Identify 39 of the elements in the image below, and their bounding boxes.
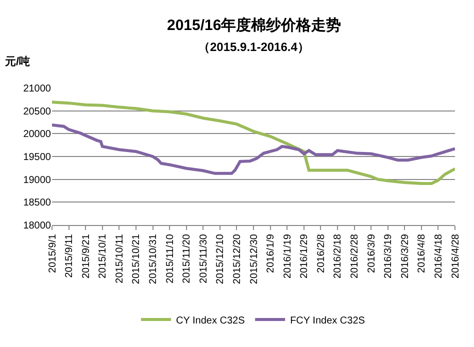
legend-label: CY Index C32S — [176, 315, 246, 326]
chart-subtitle: （2015.9.1-2016.4） — [198, 40, 310, 54]
x-tick-label: 2016/1/29 — [299, 234, 310, 278]
x-tick-label: 2016/2/18 — [332, 234, 344, 278]
x-tick-label: 2016/1/19 — [282, 234, 294, 278]
x-tick-label: 2015/12/10 — [215, 234, 226, 284]
x-tick-label: 2016/4/18 — [433, 234, 444, 278]
chart-title: 2015/16年度棉纱价格走势 — [167, 16, 342, 34]
x-tick-label: 2015/11/30 — [198, 234, 210, 284]
x-tick-label: 2015/9/1 — [47, 234, 58, 273]
x-tick-label: 2015/10/31 — [148, 234, 159, 284]
x-tick-label: 2016/2/8 — [316, 234, 327, 273]
line-series — [52, 123, 455, 175]
x-tick-label: 2016/3/9 — [366, 234, 378, 273]
x-tick-label: 2016/4/28 — [450, 234, 462, 278]
x-tick-label: 2016/3/19 — [383, 234, 394, 278]
x-tick-label: 2016/1/9 — [266, 234, 277, 273]
x-tick-label: 2015/11/20 — [182, 234, 193, 284]
y-tick-label: 18500 — [23, 198, 52, 209]
x-tick-label: 2015/9/21 — [80, 234, 92, 278]
y-axis-title: 元/吨 — [4, 55, 30, 68]
x-tick-label: 2015/10/1 — [98, 234, 109, 278]
x-tick-label: 2015/12/20 — [232, 234, 243, 284]
x-tick-label: 2016/4/8 — [416, 234, 428, 273]
line-series — [52, 100, 455, 185]
x-tick-label: 2016/3/29 — [400, 234, 411, 278]
x-tick-label: 2015/10/11 — [114, 234, 126, 284]
x-tick-label: 2015/9/11 — [64, 234, 76, 278]
y-tick-label: 20000 — [23, 129, 52, 140]
y-tick-label: 20500 — [23, 106, 52, 118]
x-tick-label: 2015/11/10 — [164, 234, 176, 284]
x-tick-label: 2015/10/21 — [131, 234, 142, 284]
x-tick-label: 2015/12/30 — [248, 234, 260, 284]
legend-label: FCY Index C32S — [290, 315, 366, 326]
y-tick-label: 18000 — [23, 220, 52, 232]
y-tick-label: 19000 — [23, 174, 52, 186]
x-tick-label: 2016/2/28 — [350, 234, 360, 278]
y-tick-label: 21000 — [23, 84, 52, 94]
y-tick-label: 19500 — [23, 152, 52, 163]
